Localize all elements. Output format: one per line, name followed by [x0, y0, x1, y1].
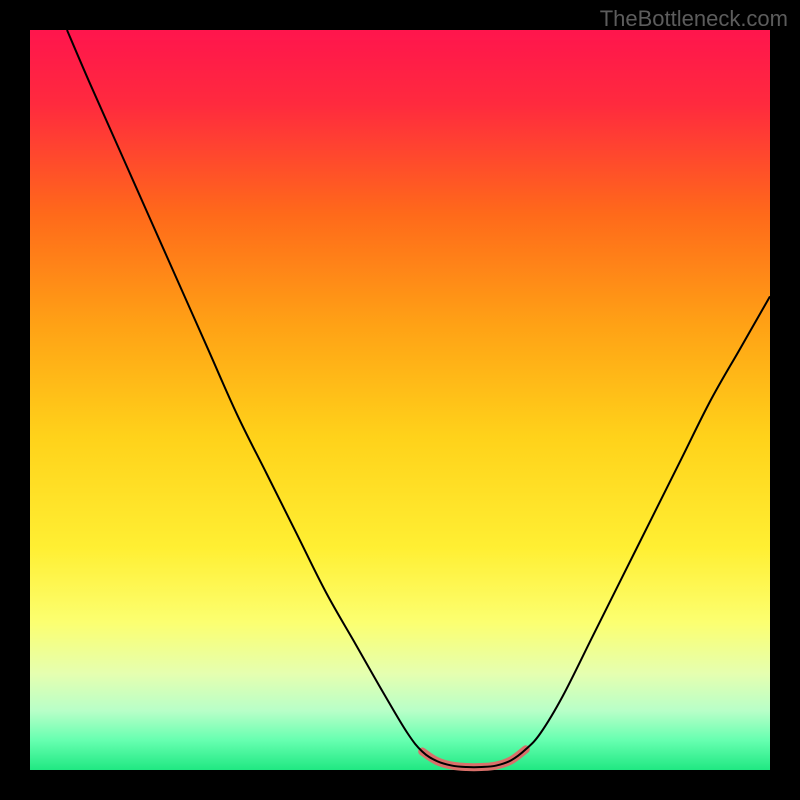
chart-svg [0, 0, 800, 800]
chart-plot-bg [30, 30, 770, 770]
bottleneck-chart: TheBottleneck.com [0, 0, 800, 800]
watermark-text: TheBottleneck.com [600, 6, 788, 32]
